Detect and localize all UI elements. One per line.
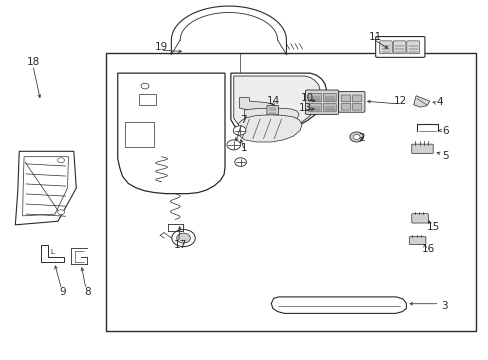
Polygon shape — [41, 245, 64, 262]
FancyBboxPatch shape — [308, 93, 321, 102]
FancyBboxPatch shape — [139, 94, 156, 105]
FancyBboxPatch shape — [266, 105, 278, 115]
Text: 7: 7 — [240, 115, 246, 125]
Polygon shape — [15, 151, 76, 225]
Polygon shape — [118, 73, 224, 194]
Text: L: L — [50, 249, 54, 255]
Circle shape — [171, 229, 195, 247]
Text: 1: 1 — [241, 143, 247, 153]
Circle shape — [176, 233, 190, 243]
Text: 4: 4 — [435, 97, 442, 107]
Text: 17: 17 — [173, 239, 186, 249]
FancyBboxPatch shape — [411, 144, 432, 153]
FancyBboxPatch shape — [375, 37, 424, 57]
Polygon shape — [244, 108, 299, 125]
FancyBboxPatch shape — [305, 90, 338, 114]
Polygon shape — [22, 157, 68, 216]
Text: 5: 5 — [441, 150, 448, 161]
Text: 2: 2 — [358, 133, 364, 143]
Polygon shape — [271, 297, 406, 314]
FancyBboxPatch shape — [323, 93, 335, 102]
FancyBboxPatch shape — [379, 41, 391, 54]
FancyBboxPatch shape — [125, 122, 154, 147]
FancyBboxPatch shape — [351, 95, 361, 102]
Polygon shape — [233, 76, 320, 131]
Circle shape — [234, 158, 246, 166]
Circle shape — [349, 132, 363, 142]
Text: 19: 19 — [155, 42, 168, 52]
Circle shape — [58, 158, 64, 163]
FancyBboxPatch shape — [392, 41, 405, 54]
Polygon shape — [413, 96, 429, 107]
Circle shape — [58, 210, 64, 215]
Circle shape — [226, 140, 240, 150]
FancyBboxPatch shape — [406, 41, 419, 54]
Text: 18: 18 — [27, 57, 41, 67]
FancyBboxPatch shape — [338, 91, 364, 112]
Circle shape — [141, 83, 149, 89]
Circle shape — [233, 126, 245, 135]
FancyBboxPatch shape — [341, 103, 350, 110]
FancyBboxPatch shape — [411, 214, 427, 223]
FancyBboxPatch shape — [351, 103, 361, 110]
Text: 12: 12 — [393, 96, 407, 106]
Text: 6: 6 — [441, 126, 448, 135]
FancyBboxPatch shape — [408, 237, 425, 244]
Circle shape — [352, 134, 359, 139]
Text: 14: 14 — [266, 96, 280, 106]
Text: 8: 8 — [84, 287, 91, 297]
FancyBboxPatch shape — [105, 53, 475, 330]
Polygon shape — [230, 73, 326, 134]
Text: 3: 3 — [440, 301, 447, 311]
FancyBboxPatch shape — [341, 95, 350, 102]
Text: 15: 15 — [426, 222, 439, 232]
FancyBboxPatch shape — [308, 103, 321, 112]
Polygon shape — [239, 98, 273, 112]
Text: 16: 16 — [421, 244, 434, 254]
Text: 9: 9 — [60, 287, 66, 297]
Text: 13: 13 — [298, 103, 311, 113]
Text: 10: 10 — [300, 93, 313, 103]
Polygon shape — [238, 115, 302, 142]
Text: 11: 11 — [368, 32, 381, 41]
FancyBboxPatch shape — [323, 103, 335, 112]
